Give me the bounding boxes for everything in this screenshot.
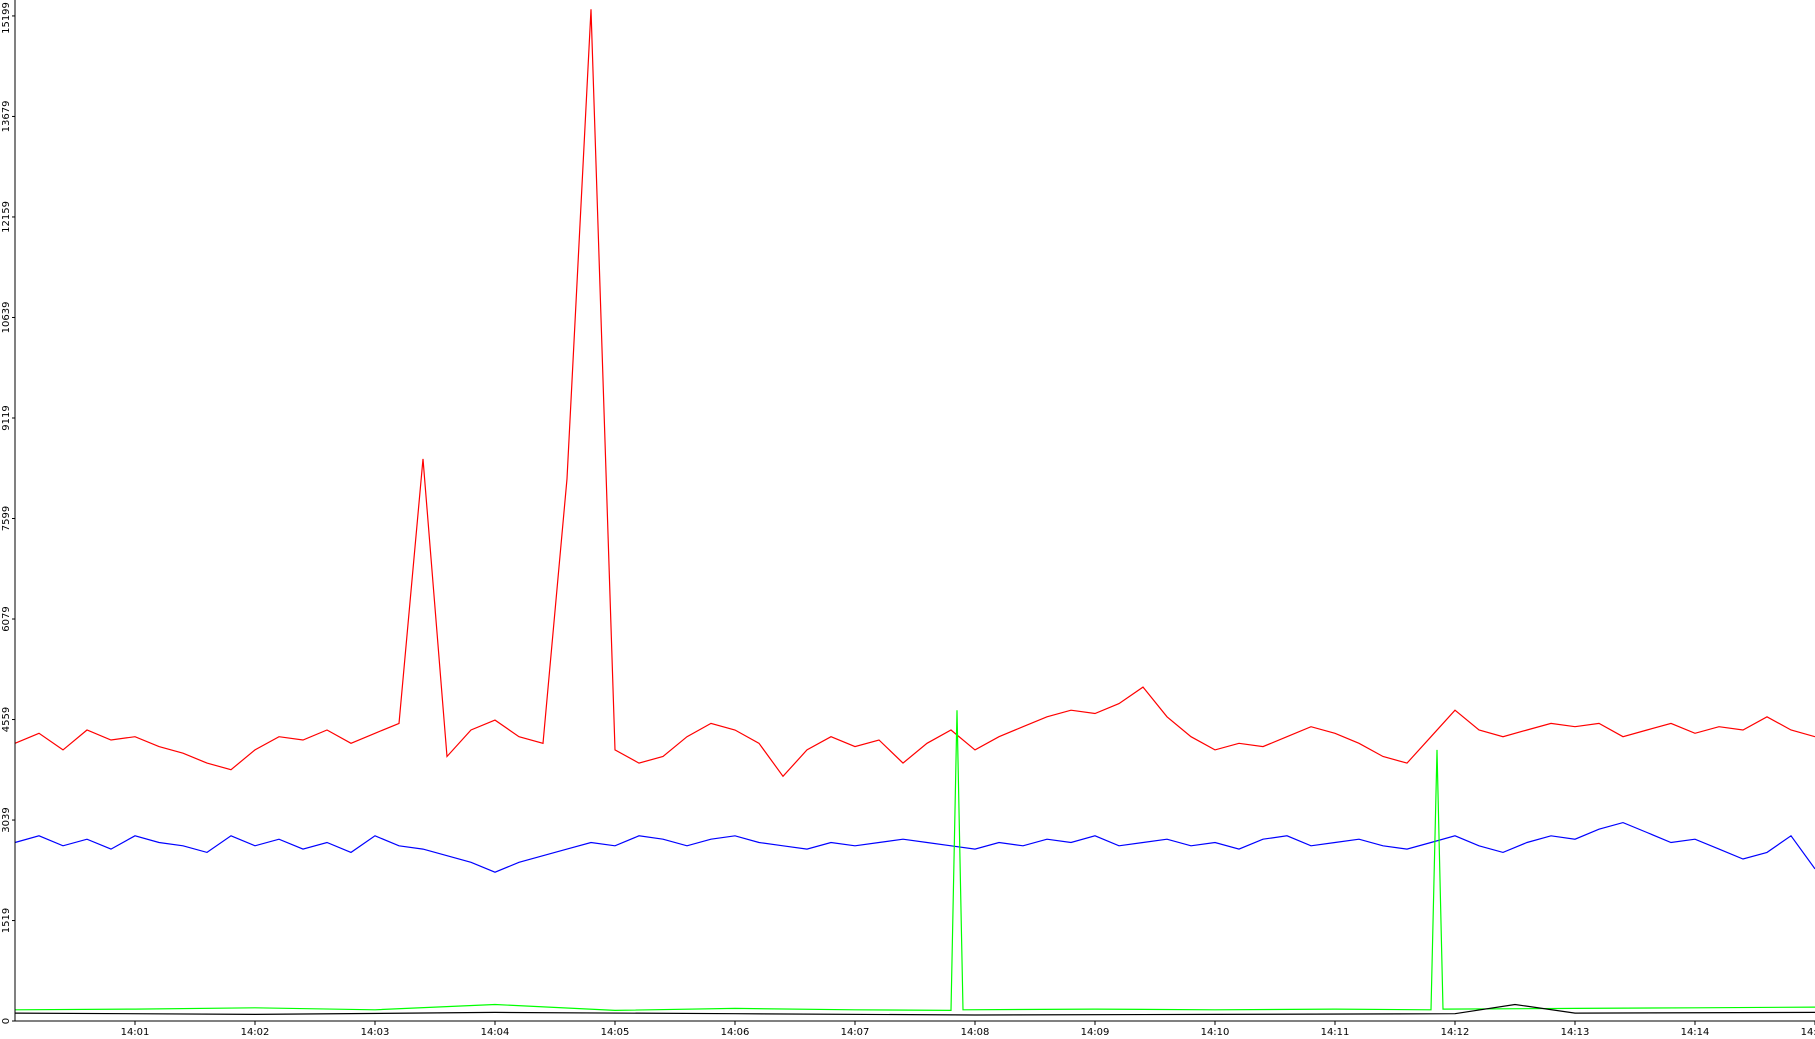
- y-tick-label: 4559: [1, 707, 12, 732]
- y-tick-label: 1519: [1, 908, 12, 933]
- x-tick-label: 14:08: [961, 1027, 990, 1038]
- series-line: [14, 1003, 1815, 1016]
- y-tick-label: 15199: [1, 2, 12, 34]
- x-tick-label: 14:03: [361, 1027, 390, 1038]
- x-tick-label: 14:09: [1081, 1027, 1110, 1038]
- series-line: [14, 710, 1815, 1012]
- x-tick-label: 14:01: [121, 1027, 150, 1038]
- y-tick-label: 6079: [1, 606, 12, 631]
- x-tick-label: 14:05: [601, 1027, 630, 1038]
- y-tick-label: 7599: [1, 506, 12, 531]
- x-tick-label: 14:15: [1801, 1027, 1815, 1038]
- x-tick-label: 14:11: [1321, 1027, 1350, 1038]
- x-tick-label: 14:02: [241, 1027, 270, 1038]
- x-tick-label: 14:07: [841, 1027, 870, 1038]
- y-tick-label: 9119: [1, 405, 12, 430]
- series-line: [14, 821, 1815, 873]
- x-tick-label: 14:13: [1561, 1027, 1590, 1038]
- x-tick-label: 14:06: [721, 1027, 750, 1038]
- x-tick-label: 14:10: [1201, 1027, 1230, 1038]
- y-tick-label: 12159: [1, 201, 12, 233]
- series-line: [14, 9, 1815, 778]
- y-tick-label: 0: [1, 1018, 12, 1024]
- y-tick-label: 13679: [1, 101, 12, 133]
- x-tick-label: 14:12: [1441, 1027, 1470, 1038]
- y-tick-label: 3039: [1, 807, 12, 832]
- x-tick-label: 14:14: [1681, 1027, 1710, 1038]
- y-tick-label: 10639: [1, 302, 12, 334]
- x-tick-label: 14:04: [481, 1027, 510, 1038]
